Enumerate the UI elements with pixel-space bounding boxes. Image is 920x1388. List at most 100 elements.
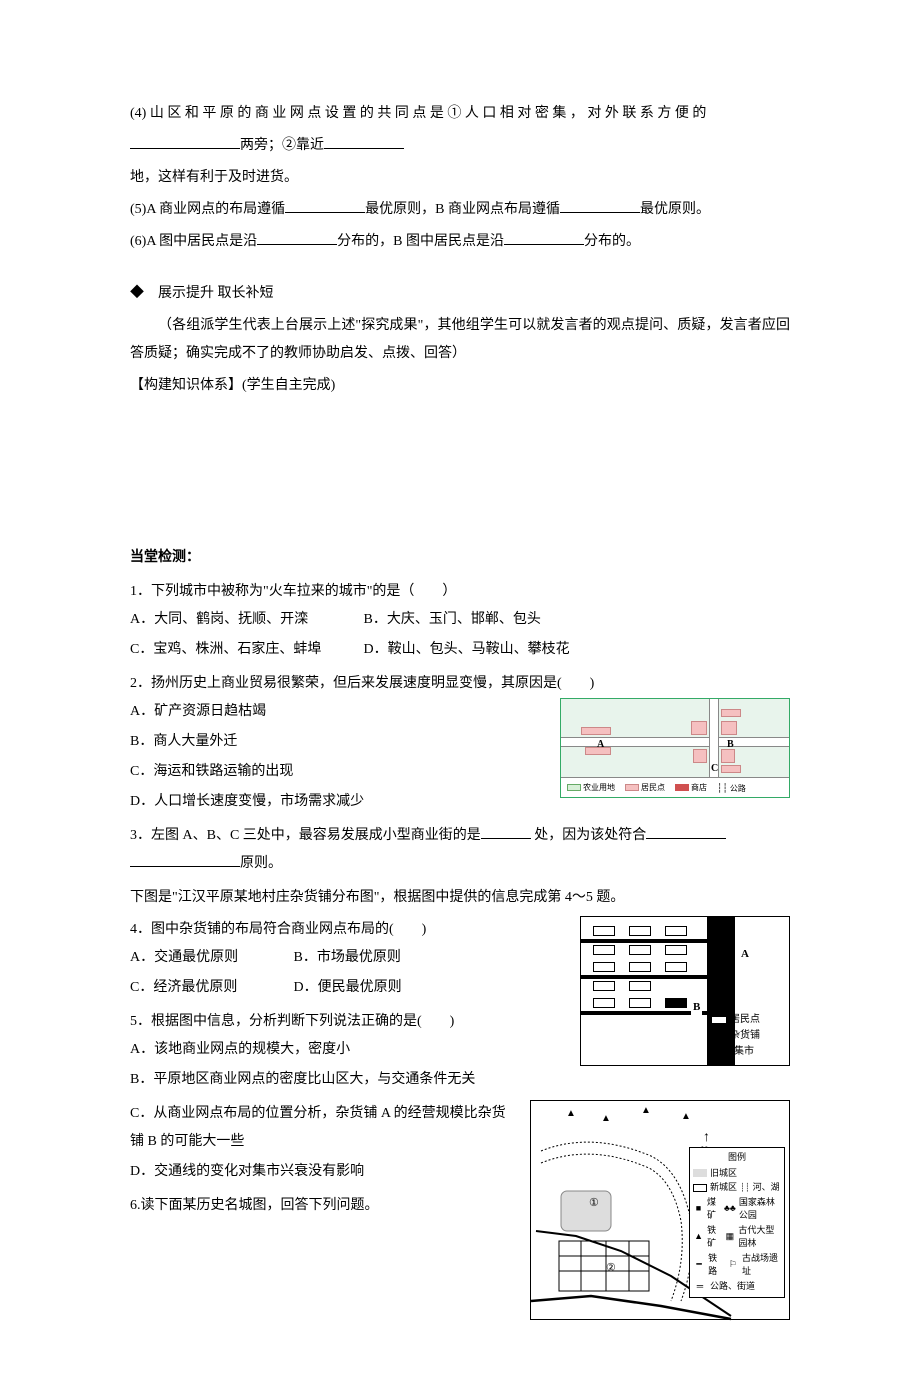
legend-row: 居民点 xyxy=(711,1013,785,1027)
q4-option-b[interactable]: B．市场最优原则 xyxy=(294,950,401,965)
q6-a: (6)A 图中居民点是沿 xyxy=(130,234,257,249)
q4-option-d[interactable]: D．便民最优原则 xyxy=(294,980,402,995)
residence-swatch xyxy=(711,1016,727,1024)
q6-c: 分布的。 xyxy=(584,234,640,249)
legend-garden: 古代大型园林 xyxy=(738,1224,781,1251)
blank-field[interactable] xyxy=(257,228,337,245)
legend-item: 商店 xyxy=(675,780,707,796)
q4-option-c[interactable]: C．经济最优原则 xyxy=(130,974,290,1002)
garden-icon: ▦ xyxy=(724,1230,735,1244)
q3-a: 3．左图 A、B、C 三处中，最容易发展成小型商业街的是 xyxy=(130,828,481,843)
battle-icon: ⚐ xyxy=(727,1258,739,1272)
house-icon xyxy=(629,945,651,955)
legend-iron: 铁矿 xyxy=(707,1224,721,1251)
q4-after1: 两旁；②靠近 xyxy=(240,138,324,153)
house-icon xyxy=(665,962,687,972)
blank-field[interactable] xyxy=(481,822,531,839)
road-icon: ═ xyxy=(693,1280,707,1294)
question-2: 2．扬州历史上商业贸易很繁荣，但后来发展速度明显变慢，其原因是( ) A B C… xyxy=(130,670,790,816)
q6-b: 分布的，B 图中居民点是沿 xyxy=(337,234,504,249)
q4-option-a[interactable]: A．交通最优原则 xyxy=(130,944,290,972)
intro-q45: 下图是"江汉平原某地村庄杂货铺分布图"，根据图中提供的信息完成第 4～5 题。 xyxy=(130,884,790,912)
question-5-line: (5)A 商业网点的布局遵循最优原则，B 商业网点布局遵循最优原则。 xyxy=(130,196,790,224)
blank-field[interactable] xyxy=(560,196,640,213)
legend-row: 杂货铺 xyxy=(711,1029,785,1043)
hroad xyxy=(581,939,707,943)
building-block xyxy=(721,709,741,717)
show-text-para: （各组派学生代表上台展示上述"探究成果"，其他组学生可以就发言者的观点提问、质疑… xyxy=(130,312,790,368)
q5-b: 最优原则，B 商业网点布局遵循 xyxy=(365,202,560,217)
blank-field[interactable] xyxy=(285,196,365,213)
house-icon xyxy=(665,926,687,936)
blank-field[interactable] xyxy=(130,132,240,149)
build-sys-text: 【构建知识体系】(学生自主完成) xyxy=(130,378,335,393)
house-icon xyxy=(665,945,687,955)
q1-option-c[interactable]: C．宝鸡、株洲、石家庄、蚌埠 xyxy=(130,636,360,664)
svg-text:①: ① xyxy=(589,1197,599,1209)
blank-field[interactable] xyxy=(130,850,240,867)
hroad xyxy=(581,1011,707,1015)
q1-option-b[interactable]: B．大庆、玉门、邯郸、包头 xyxy=(364,612,541,627)
house-icon xyxy=(629,998,651,1008)
q4-text: (4) 山 区 和 平 原 的 商 业 网 点 设 置 的 共 同 点 是 ① … xyxy=(130,106,706,121)
build-system: 【构建知识体系】(学生自主完成) xyxy=(130,372,790,400)
question-4-line3: 地，这样有利于及时进货。 xyxy=(130,164,790,192)
q5-a: (5)A 商业网点的布局遵循 xyxy=(130,202,285,217)
map3-legend: 图例 旧城区 新城区 ┊┊河、湖 ■煤矿 ♣♣国家森林公园 ▲铁矿 ▦古代大型园… xyxy=(689,1147,785,1298)
legend-row: ═公路、街道 xyxy=(693,1280,781,1294)
svg-text:▲: ▲ xyxy=(681,1111,691,1122)
blank-field[interactable] xyxy=(504,228,584,245)
legend-row: 新城区 ┊┊河、湖 xyxy=(693,1181,781,1195)
building-block xyxy=(721,765,741,773)
building-block xyxy=(693,749,707,763)
new-swatch xyxy=(693,1184,707,1192)
legend-road: 公路 xyxy=(730,784,746,793)
q1-option-d[interactable]: D．鞍山、包头、马鞍山、攀枝花 xyxy=(364,642,570,657)
svg-text:↑: ↑ xyxy=(703,1130,710,1145)
test-heading: 当堂检测： xyxy=(130,544,790,572)
q1-options-row2: C．宝鸡、株洲、石家庄、蚌埠 D．鞍山、包头、马鞍山、攀枝花 xyxy=(130,636,790,664)
show-section: ◆ 展示提升 取长补短 xyxy=(130,280,790,308)
legend-item: ┆┆ 公路 xyxy=(717,779,746,797)
blank-field[interactable] xyxy=(646,822,726,839)
house-icon xyxy=(593,926,615,936)
rail-icon: ━ xyxy=(693,1258,705,1272)
building-block xyxy=(721,721,737,735)
question-1: 1．下列城市中被称为"火车拉来的城市"的是（ ） A．大同、鹤岗、抚顺、开滦 B… xyxy=(130,578,790,664)
house-icon xyxy=(593,998,615,1008)
map-label-b: B xyxy=(727,735,734,755)
legend-old: 旧城区 xyxy=(710,1167,737,1181)
legend-residence: 居民点 xyxy=(730,1013,760,1027)
map-crossroads-figure: A B C 农业用地 居民点 商店 ┆┆ 公路 xyxy=(560,698,790,798)
building-block xyxy=(691,721,707,735)
legend-park: 国家森林公园 xyxy=(739,1196,781,1223)
legend-item: 农业用地 xyxy=(567,780,615,796)
legend-river: 河、湖 xyxy=(753,1181,780,1195)
legend-battle: 古战场遗址 xyxy=(742,1252,781,1279)
q4-line2: 地，这样有利于及时进货。 xyxy=(130,170,298,185)
house-icon xyxy=(593,962,615,972)
house-icon xyxy=(629,926,651,936)
house-icon xyxy=(593,945,615,955)
old-swatch xyxy=(693,1169,707,1177)
legend-row: 旧城区 xyxy=(693,1167,781,1181)
q1-option-a[interactable]: A．大同、鹤岗、抚顺、开滦 xyxy=(130,606,360,634)
legend-shop: 杂货铺 xyxy=(730,1029,760,1043)
park-icon: ♣♣ xyxy=(724,1202,736,1216)
legend-coal: 煤矿 xyxy=(707,1196,721,1223)
legend-farm: 农业用地 xyxy=(583,783,615,792)
building-block xyxy=(581,727,611,735)
q5-option-b[interactable]: B．平原地区商业网点的密度比山区大，与交通条件无关 xyxy=(130,1066,790,1094)
legend-item: 居民点 xyxy=(625,780,665,796)
legend-row: ■煤矿 ♣♣国家森林公园 xyxy=(693,1196,781,1223)
legend-shop: 商店 xyxy=(691,783,707,792)
shop-swatch xyxy=(711,1032,727,1040)
legend-market: 去集市 xyxy=(724,1045,754,1059)
diamond-icon: ◆ xyxy=(130,286,158,301)
blank-field[interactable] xyxy=(324,132,404,149)
svg-text:▲: ▲ xyxy=(641,1105,651,1116)
svg-text:②: ② xyxy=(606,1262,616,1274)
marker-a: A xyxy=(739,943,751,965)
shop-icon xyxy=(709,945,731,955)
map-village-shops-figure: A B 居民点 杂货铺 →去集市 xyxy=(580,916,790,1066)
